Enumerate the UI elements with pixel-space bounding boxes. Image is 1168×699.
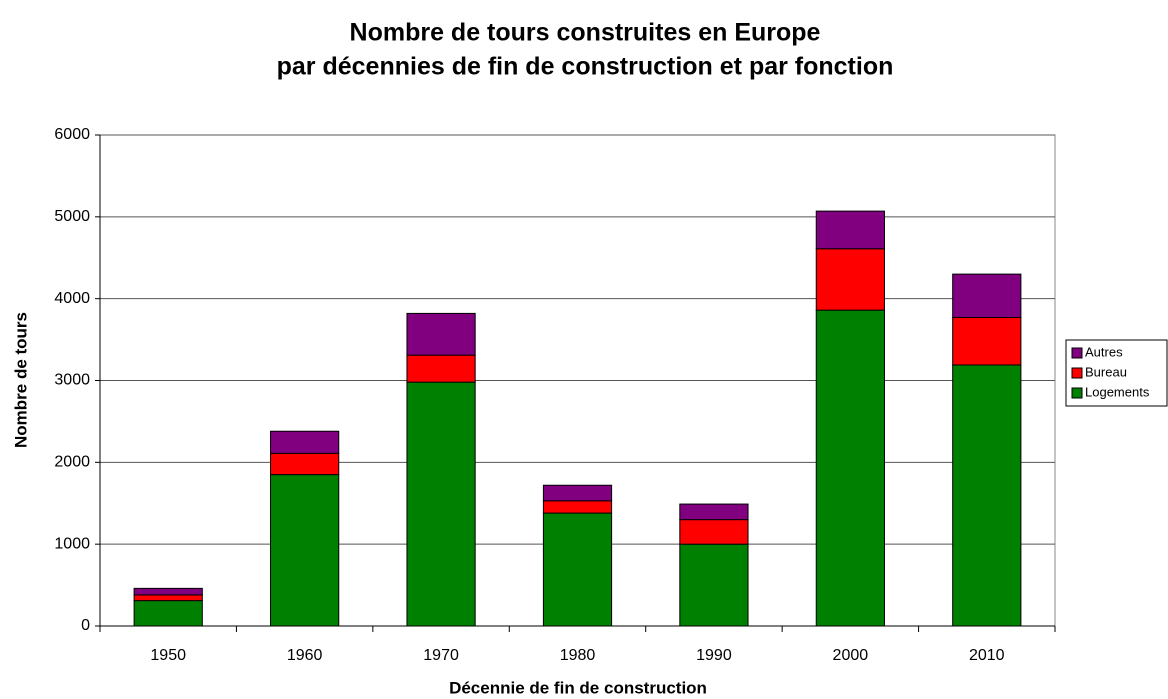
bar-segment [406,381,476,627]
bar-segment [542,484,613,502]
y-tick-label: 6000 [54,126,90,143]
chart-title: Nombre de tours construites en Europe [350,19,821,47]
y-tick-label: 5000 [54,208,90,225]
x-tick-label: 1950 [150,647,186,664]
legend-box [1065,339,1168,407]
bar-segment [542,512,613,627]
bar-segment [952,316,1022,366]
bar-segment [406,354,476,383]
legend-text: Autres [1085,344,1123,359]
bar-segment [270,430,340,454]
bar-segment [952,273,1022,318]
x-tick-label: 2010 [969,647,1005,664]
bar-segment [270,474,340,627]
legend-swatch [1071,367,1083,379]
bar-segment [952,364,1022,627]
bar-segment [406,312,476,356]
legend-swatch [1071,387,1083,399]
bar-segment [815,248,885,311]
bar-segment [679,519,749,545]
y-tick-label: 3000 [54,372,90,389]
y-axis-title: Nombre de tours [11,312,30,448]
bar-segment [133,600,203,627]
x-tick-label: 1960 [287,647,323,664]
x-tick-label: 1980 [560,647,596,664]
bar-segment [133,587,203,596]
y-tick-label: 1000 [54,535,90,552]
x-tick-label: 1990 [696,647,732,664]
legend-text: Bureau [1085,364,1127,379]
y-tick-label: 0 [81,617,90,634]
bar-segment [542,500,613,514]
bar-segment [815,309,885,627]
chart-title: par décennies de fin de construction et … [277,53,894,81]
bar-segment [815,210,885,250]
x-tick-label: 1970 [423,647,459,664]
legend-swatch [1071,347,1083,359]
bar-segment [133,594,203,602]
legend-text: Logements [1085,384,1150,399]
bar-segment [679,503,749,521]
bar-segment [679,543,749,627]
x-tick-label: 2000 [833,647,869,664]
x-axis-title: Décennie de fin de construction [449,678,707,697]
y-tick-label: 2000 [54,454,90,471]
bar-segment [270,452,340,476]
y-tick-label: 4000 [54,290,90,307]
